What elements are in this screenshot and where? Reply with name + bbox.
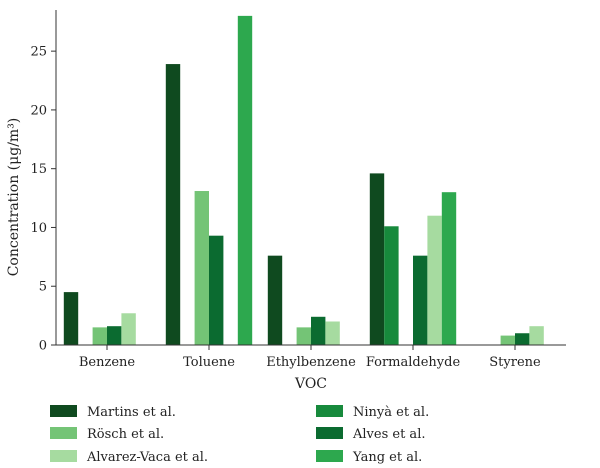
- legend-swatch: [50, 427, 77, 439]
- bar: [165, 64, 181, 345]
- bar: [369, 173, 385, 345]
- bar: [267, 255, 283, 345]
- legend-swatch: [316, 405, 343, 417]
- bar: [427, 215, 442, 345]
- bar: [296, 327, 311, 345]
- y-tick-label: 5: [39, 280, 47, 295]
- legend-label: Rösch et al.: [87, 427, 164, 442]
- bar: [107, 326, 122, 345]
- y-tick-label: 15: [30, 162, 47, 177]
- bar: [63, 292, 79, 345]
- bars: [63, 15, 544, 345]
- legend-swatch: [316, 450, 343, 462]
- legend-swatch: [50, 450, 77, 462]
- bar: [121, 313, 136, 345]
- x-tick-label: Benzene: [79, 355, 136, 370]
- bar: [500, 335, 515, 345]
- bar: [441, 192, 457, 345]
- legend-swatch: [316, 427, 343, 439]
- legend-label: Martins et al.: [87, 405, 176, 420]
- bar: [413, 255, 428, 345]
- legend-swatch: [50, 405, 77, 417]
- x-tick-label: Formaldehyde: [366, 355, 461, 370]
- y-tick-label: 20: [30, 103, 47, 118]
- x-tick-label: Styrene: [489, 355, 541, 370]
- y-tick-label: 0: [39, 339, 47, 354]
- legend-label: Alvarez-Vaca et al.: [86, 450, 208, 465]
- x-axis-title: VOC: [294, 376, 327, 392]
- legend-label: Yang et al.: [352, 450, 422, 465]
- bar: [209, 235, 224, 345]
- bar: [311, 316, 326, 345]
- x-tick-label: Toluene: [183, 355, 235, 370]
- bar: [529, 326, 544, 345]
- bar: [237, 15, 253, 345]
- bar: [194, 191, 209, 345]
- bar: [515, 333, 530, 345]
- y-tick-label: 25: [30, 45, 47, 60]
- legend-label: Nіnyà et al.: [353, 405, 429, 420]
- bar: [325, 321, 340, 345]
- y-tick-label: 10: [30, 221, 47, 236]
- legend-label: Alves et al.: [352, 427, 425, 442]
- bar: [92, 327, 107, 345]
- y-axis-title: Concentration (μg/m³): [6, 118, 22, 277]
- x-tick-label: Ethylbenzene: [266, 355, 356, 370]
- legend: Martins et al. Nіnyà et al. Rösch et al. Al…: [50, 405, 429, 465]
- bar: [384, 226, 399, 345]
